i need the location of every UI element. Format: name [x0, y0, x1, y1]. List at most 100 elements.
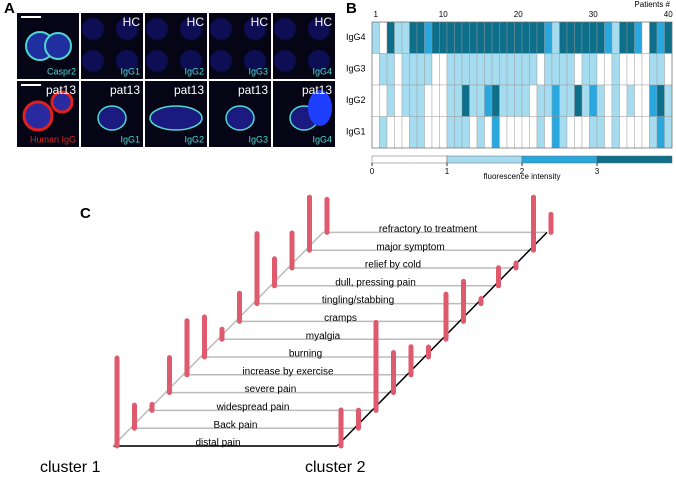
heat-cell	[611, 84, 620, 117]
heat-cell	[514, 53, 523, 86]
heat-cell	[611, 116, 620, 149]
heat-cell	[439, 21, 448, 54]
heat-cell	[446, 21, 455, 54]
category-label: myalgia	[306, 331, 341, 342]
heat-cell	[476, 53, 485, 86]
heat-cell	[461, 84, 470, 117]
cell-shape	[180, 50, 202, 72]
cell-shape	[308, 50, 330, 72]
heat-cell	[416, 21, 425, 54]
heat-cell	[641, 116, 650, 149]
cell-shape	[210, 50, 232, 72]
heat-cell	[424, 116, 433, 149]
heat-cell	[544, 84, 553, 117]
heat-cell	[574, 84, 583, 117]
cell-shape	[82, 18, 104, 40]
heat-cell	[649, 116, 658, 149]
heat-cell	[394, 53, 403, 86]
heat-cell	[589, 21, 598, 54]
heat-cell	[529, 84, 538, 117]
heat-cell	[416, 53, 425, 86]
heat-cell	[551, 116, 560, 149]
tile-corner-label: HC	[251, 15, 269, 29]
heat-cell	[559, 21, 568, 54]
heat-cell	[514, 84, 523, 117]
heat-cell	[409, 21, 418, 54]
heat-cell	[634, 116, 643, 149]
tile-corner-label: HC	[187, 15, 205, 29]
heat-cell	[604, 84, 613, 117]
heat-cell	[626, 21, 635, 54]
heat-cell	[454, 116, 463, 149]
heat-cell	[619, 116, 628, 149]
heat-cell	[611, 53, 620, 86]
heat-cell	[551, 53, 560, 86]
heat-cell	[401, 116, 410, 149]
heat-cell	[604, 116, 613, 149]
tile-label: Human IgG	[30, 134, 76, 144]
heat-cell	[446, 53, 455, 86]
cell-shape	[82, 50, 104, 72]
heat-cell	[626, 84, 635, 117]
heat-cell	[454, 21, 463, 54]
heat-cell	[581, 84, 590, 117]
heat-cell	[506, 84, 515, 117]
tile-label: IgG4	[312, 66, 332, 76]
heat-cell	[379, 116, 388, 149]
heat-cell	[491, 53, 500, 86]
heat-cell	[514, 116, 523, 149]
x-tick-label: 1	[374, 10, 379, 19]
heat-cell	[611, 21, 620, 54]
heat-cell	[581, 53, 590, 86]
heat-cell	[416, 84, 425, 117]
heat-cell	[371, 84, 380, 117]
heat-cell	[484, 84, 493, 117]
tile-label: Caspr2	[47, 66, 76, 76]
heat-cell	[484, 116, 493, 149]
category-label: relief by cold	[365, 260, 421, 271]
colorbar-tick-label: 1	[445, 167, 450, 176]
x-tick-label: 20	[514, 10, 523, 19]
category-label: widespread pain	[216, 402, 290, 413]
heat-cell	[529, 116, 538, 149]
heat-cell	[379, 84, 388, 117]
category-label: distal pain	[195, 438, 240, 449]
heat-cell	[491, 84, 500, 117]
heat-cell	[499, 116, 508, 149]
heat-cell	[596, 116, 605, 149]
heat-cell	[641, 84, 650, 117]
heat-cell	[386, 53, 395, 86]
category-label: severe pain	[245, 384, 297, 395]
heat-cell	[379, 53, 388, 86]
tile-corner-label: HC	[123, 15, 141, 29]
heat-cell	[536, 84, 545, 117]
heat-cell	[529, 53, 538, 86]
colorbar-tick-label: 0	[370, 167, 375, 176]
heat-cell	[409, 84, 418, 117]
tile-label: IgG3	[248, 134, 268, 144]
heat-cell	[574, 53, 583, 86]
category-label: increase by exercise	[242, 366, 334, 377]
heat-cell	[529, 21, 538, 54]
tile-corner-label: pat13	[174, 83, 204, 97]
heat-cell	[379, 21, 388, 54]
heat-cell	[461, 21, 470, 54]
heat-cell	[461, 116, 470, 149]
heatmap-frame	[371, 21, 673, 149]
heat-cell	[521, 53, 530, 86]
cell-shape	[180, 18, 202, 40]
heat-cell	[544, 116, 553, 149]
heat-cell	[431, 21, 440, 54]
heat-cell	[454, 84, 463, 117]
heat-cell	[566, 53, 575, 86]
heat-cell	[409, 116, 418, 149]
heat-cell	[401, 84, 410, 117]
colorbar-segment	[446, 155, 523, 164]
category-label: Back pain	[214, 420, 258, 431]
heat-cell	[626, 53, 635, 86]
heat-cell	[536, 116, 545, 149]
row-label: IgG4	[346, 32, 366, 42]
heat-cell	[506, 116, 515, 149]
heat-cell	[596, 84, 605, 117]
